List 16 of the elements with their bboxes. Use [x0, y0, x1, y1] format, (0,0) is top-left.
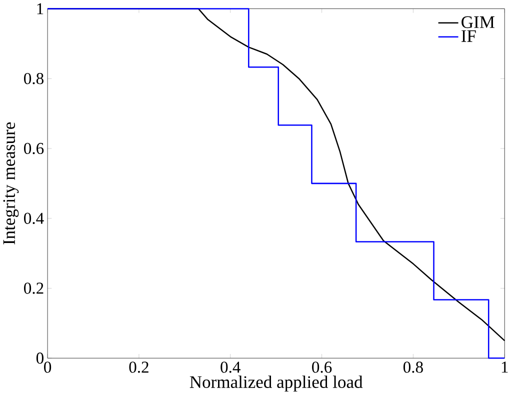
x-axis-title: Normalized applied load — [190, 376, 363, 392]
x-tick-label: 0 — [44, 362, 52, 373]
y-tick-label: 0.8 — [24, 73, 44, 84]
x-tick-label: 0.2 — [129, 362, 148, 373]
x-tick-label: 0.4 — [220, 362, 240, 373]
y-axis-title: Integrity measure — [3, 122, 19, 245]
x-tick-label: 0.6 — [312, 362, 332, 373]
y-tick-label: 1 — [37, 3, 44, 14]
x-tick-label: 0.8 — [403, 362, 423, 373]
y-tick-label: 0.6 — [24, 142, 44, 154]
legend-label: IF — [461, 30, 476, 42]
y-tick-label: 0.4 — [24, 212, 44, 224]
y-tick-label: 0 — [36, 352, 44, 364]
x-tick-label: 1 — [502, 362, 508, 373]
legend-label: GIM — [462, 16, 494, 28]
y-tick-label: 0.2 — [24, 282, 44, 294]
